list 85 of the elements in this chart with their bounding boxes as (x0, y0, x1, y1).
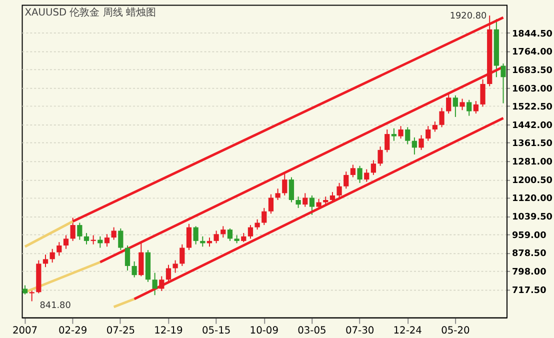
candlestick (193, 226, 198, 245)
candlestick (275, 188, 280, 200)
candlestick (56, 242, 62, 256)
candlestick (391, 128, 397, 142)
candlestick (370, 160, 376, 176)
x-tick-label: 02-29 (58, 326, 88, 337)
chart-title: XAUUSD 伦敦金 周线 蜡烛图 (24, 6, 156, 19)
y-tick-label: 959.00 (512, 230, 546, 241)
y-tick-label: 1844.50 (512, 29, 552, 40)
candlestick (500, 62, 506, 104)
candlestick (439, 107, 444, 128)
x-tick-label: 12-19 (154, 326, 183, 337)
candlestick (466, 99, 472, 116)
candlestick (118, 228, 124, 251)
candlestick (248, 224, 254, 240)
candlestick (405, 126, 410, 145)
candlestick (262, 207, 267, 226)
y-tick-label: 1039.50 (512, 212, 552, 222)
candlestick (152, 272, 158, 296)
candlestick (50, 248, 55, 264)
candlestick (159, 276, 164, 292)
x-tick-label: 2007 (12, 326, 38, 337)
candlestick (426, 126, 431, 142)
y-tick-label: 1522.50 (512, 102, 552, 113)
candlestick (220, 226, 226, 238)
candlestick (104, 234, 110, 248)
candlestick (309, 194, 315, 216)
candlestick (473, 100, 478, 114)
y-tick-label: 1361.50 (512, 139, 552, 150)
candlestick (22, 284, 28, 295)
y-tick-label: 798.00 (512, 267, 546, 278)
candlestick (452, 94, 458, 118)
candlestick (241, 232, 246, 243)
candlestick (214, 230, 219, 244)
candlestick (446, 93, 452, 114)
candlestick (63, 234, 69, 250)
candlestick (336, 182, 342, 198)
y-tick-label: 1603.00 (512, 84, 552, 94)
candlestick (254, 218, 260, 230)
y-tick-label: 878.50 (512, 249, 546, 260)
candlestick (432, 121, 438, 132)
candlestick (132, 260, 137, 278)
y-tick-label: 717.50 (512, 286, 546, 296)
x-tick-label: 12-24 (393, 326, 422, 337)
candlestick (124, 245, 130, 272)
candlestick (480, 78, 486, 108)
y-tick-label: 1200.50 (512, 176, 552, 186)
candlestick (412, 136, 418, 155)
candlestick (180, 244, 185, 266)
annotation: 841.80 (40, 301, 72, 312)
candlestick (42, 254, 48, 268)
candlestick (350, 164, 356, 178)
y-tick-label: 1120.00 (512, 194, 552, 204)
x-tick-label: 05-15 (202, 326, 231, 337)
x-tick-label: 07-25 (106, 326, 136, 337)
candlestick (282, 173, 288, 196)
candlestick (364, 168, 370, 182)
candlestick (186, 223, 192, 251)
y-tick-label: 1281.00 (512, 158, 552, 168)
y-tick-label: 1764.00 (512, 48, 552, 58)
y-tick-label: 1442.00 (512, 120, 552, 131)
candlestick (77, 222, 82, 240)
x-tick-label: 07-30 (345, 326, 374, 337)
candlestick (302, 192, 308, 208)
x-tick-label: 10-09 (250, 326, 278, 337)
y-tick-label: 1683.50 (512, 66, 552, 76)
candlestick (111, 226, 116, 240)
candlestick (398, 126, 404, 140)
candlestick (296, 196, 301, 208)
candlestick (460, 98, 465, 111)
candlestick (357, 165, 362, 184)
candlestick (344, 171, 349, 190)
candlestick (166, 264, 172, 284)
candlestick (384, 128, 390, 153)
annotation: 1920.80 (450, 11, 487, 22)
candlestick (172, 260, 178, 274)
candlestick (288, 176, 294, 203)
candlestick (227, 228, 233, 242)
candlestick (29, 289, 34, 302)
x-tick-label: 03-05 (298, 326, 326, 337)
candlestick (378, 146, 383, 166)
candlestick (268, 194, 274, 214)
x-tick-label: 05-20 (441, 326, 470, 337)
candlestick (84, 232, 90, 245)
candlestick (418, 134, 424, 150)
